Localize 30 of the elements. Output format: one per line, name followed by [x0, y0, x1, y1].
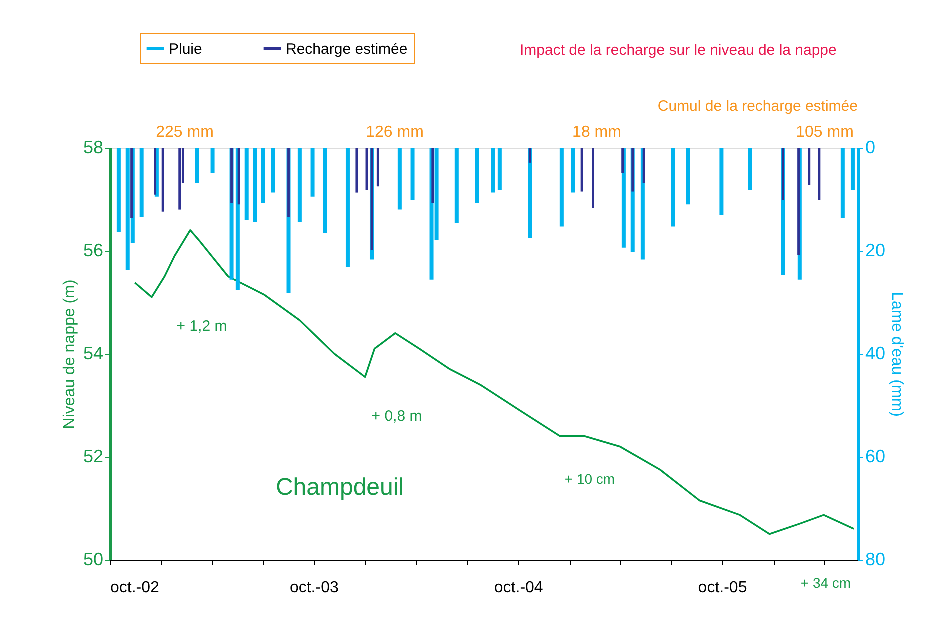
y2-tick-label: 40 — [866, 344, 886, 364]
y-tick-label: 52 — [83, 446, 104, 466]
text: Impact de la recharge sur le niveau de la nappe — [520, 42, 837, 59]
y-tick-label: 54 — [83, 344, 104, 364]
legend-label: Recharge estimée — [286, 40, 408, 58]
text: + 34 cm — [800, 575, 852, 591]
x-tick-label: oct.-04 — [494, 580, 544, 596]
annotation: + 10 cm — [564, 471, 616, 487]
x-tick-label: oct.-03 — [290, 580, 339, 596]
y2-tick-label: 0 — [866, 138, 876, 158]
y-tick-label: 50 — [83, 550, 104, 570]
text: 105 mm — [796, 124, 854, 141]
x-tick-label: oct.-02 — [110, 580, 160, 596]
text: 225 mm — [156, 124, 214, 141]
y2-tick-label: 60 — [866, 446, 886, 466]
text: 18 mm — [572, 124, 622, 141]
annotation: + 0,8 m — [372, 408, 422, 425]
y2-tick-label: 80 — [866, 550, 886, 570]
y-tick-label: 56 — [83, 240, 104, 260]
text: Cumul de la recharge estimée — [658, 98, 858, 115]
y-axis-title: Niveau de nappe (m) — [61, 280, 78, 430]
annotation: Champdeuil — [276, 474, 404, 501]
text: 126 mm — [366, 124, 424, 141]
annotation: + 1,2 m — [176, 318, 228, 335]
y2-axis-title: Lame d'eau (mm) — [888, 292, 906, 417]
y-tick-label: 58 — [83, 138, 104, 158]
legend-label: Pluie — [169, 40, 202, 58]
line-series — [134, 230, 855, 536]
x-tick-label: oct.-05 — [698, 580, 748, 596]
y2-tick-label: 20 — [866, 240, 886, 260]
